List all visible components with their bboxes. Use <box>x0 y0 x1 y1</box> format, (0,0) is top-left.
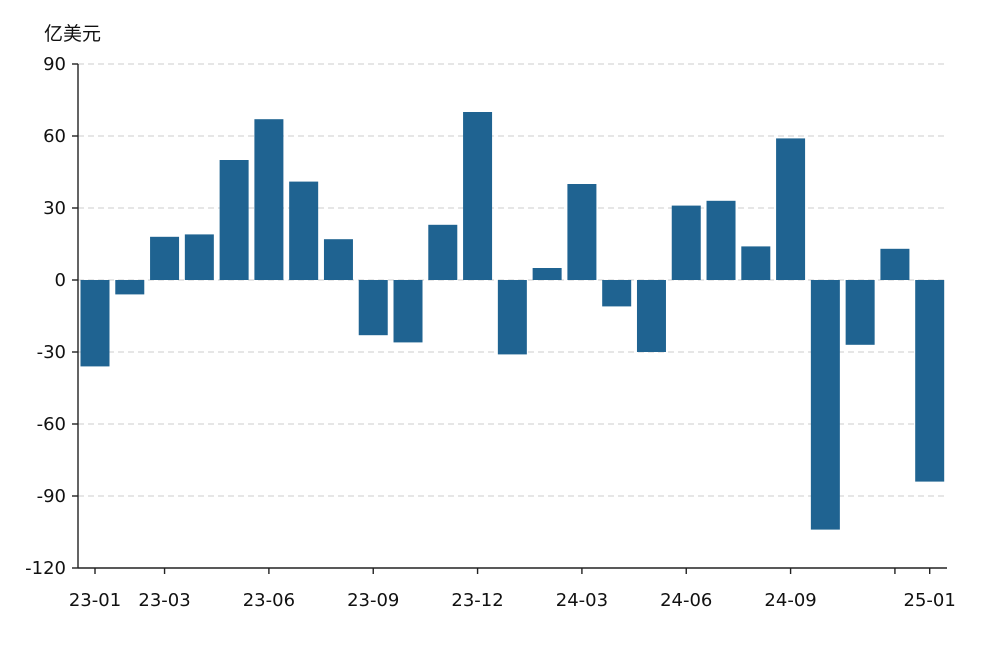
bar-23-04 <box>184 234 214 280</box>
y-tick-label: -90 <box>37 486 66 507</box>
bar-24-06 <box>671 205 701 280</box>
bar-24-09 <box>776 138 806 280</box>
bar-23-07 <box>289 181 319 280</box>
bar-24-04 <box>602 280 632 307</box>
bar-24-12 <box>880 248 910 280</box>
x-tick-label: 24-06 <box>660 590 712 611</box>
bar-23-12 <box>463 112 493 280</box>
x-tick-label: 23-06 <box>243 590 295 611</box>
bar-23-09 <box>358 280 388 336</box>
bar-24-08 <box>741 246 771 280</box>
x-tick-label: 23-09 <box>347 590 399 611</box>
y-tick-label: 0 <box>55 270 66 291</box>
bar-23-06 <box>254 119 284 280</box>
y-tick-label: -30 <box>37 342 66 363</box>
x-tick-label: 23-03 <box>138 590 190 611</box>
x-tick-label: 24-03 <box>556 590 608 611</box>
y-tick-label: 30 <box>43 198 66 219</box>
bar-24-05 <box>636 280 666 352</box>
y-tick-label: 90 <box>43 54 66 75</box>
bar-24-07 <box>706 200 736 280</box>
y-tick-label: -60 <box>37 414 66 435</box>
bar-23-02 <box>115 280 145 295</box>
y-tick-label: -120 <box>25 558 66 579</box>
bar-24-11 <box>845 280 875 345</box>
x-tick-label: 23-12 <box>451 590 503 611</box>
y-axis-unit-label: 亿美元 <box>44 23 101 45</box>
bar-24-01 <box>497 280 527 355</box>
bar-23-10 <box>393 280 423 343</box>
bar-24-02 <box>532 268 562 280</box>
x-tick-label: 25-01 <box>904 590 956 611</box>
bar-23-05 <box>219 160 249 280</box>
bar-25-01 <box>915 280 945 482</box>
bar-23-03 <box>150 236 180 280</box>
x-tick-label: 24-09 <box>764 590 816 611</box>
bar-24-10 <box>810 280 840 530</box>
y-tick-label: 60 <box>43 126 66 147</box>
bar-23-01 <box>80 280 110 367</box>
bar-24-03 <box>567 184 597 280</box>
x-tick-label: 23-01 <box>69 590 121 611</box>
bars <box>80 112 945 530</box>
bar-23-11 <box>428 224 458 280</box>
bar-23-08 <box>323 239 353 280</box>
